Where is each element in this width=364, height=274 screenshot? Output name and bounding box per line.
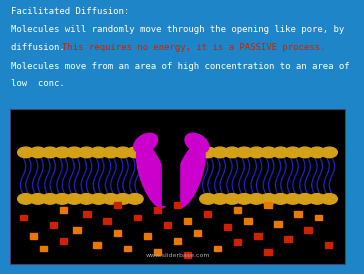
Ellipse shape [236,194,252,204]
Ellipse shape [321,147,337,158]
Bar [194,230,201,236]
Ellipse shape [224,147,240,158]
Ellipse shape [30,147,46,158]
Bar [154,249,161,255]
Ellipse shape [236,147,252,158]
Ellipse shape [248,194,265,204]
Bar [94,242,101,248]
Bar [60,238,67,244]
Bar [174,238,181,244]
Bar [164,222,171,228]
Text: This requires no energy, it is a PASSIVE process.: This requires no energy, it is a PASSIVE… [62,43,325,52]
Ellipse shape [103,147,119,158]
Ellipse shape [115,194,131,204]
Bar [314,215,322,221]
Text: Facilitated Diffusion:: Facilitated Diffusion: [11,7,129,16]
Ellipse shape [185,133,209,153]
Ellipse shape [54,194,70,204]
Ellipse shape [42,194,58,204]
Ellipse shape [66,147,82,158]
Bar [30,233,37,239]
Bar [40,246,47,252]
Bar [114,230,121,236]
Bar [174,202,181,208]
Ellipse shape [103,194,119,204]
Text: Molecules will randomly move through the opening like pore, by: Molecules will randomly move through the… [11,25,344,34]
Ellipse shape [212,194,228,204]
Bar [254,233,262,239]
Ellipse shape [285,147,301,158]
Bar [154,207,161,213]
Bar [184,218,191,224]
Ellipse shape [212,147,228,158]
Bar [162,146,179,205]
Ellipse shape [134,133,158,153]
Ellipse shape [285,194,301,204]
Bar [73,227,81,233]
Bar [304,227,312,233]
Bar [294,212,302,217]
Ellipse shape [42,147,58,158]
Text: www.sliderbase.com: www.sliderbase.com [145,253,210,258]
Ellipse shape [66,194,82,204]
Ellipse shape [200,194,216,204]
Ellipse shape [17,147,34,158]
Ellipse shape [309,194,325,204]
Bar [325,242,332,248]
Ellipse shape [127,147,143,158]
Ellipse shape [224,194,240,204]
Ellipse shape [30,194,46,204]
Ellipse shape [261,147,277,158]
Bar [144,233,151,239]
Ellipse shape [200,147,216,158]
Ellipse shape [54,147,70,158]
Bar [10,109,345,264]
Bar [20,215,27,221]
Ellipse shape [91,194,107,204]
Bar [83,212,91,217]
Bar [123,246,131,252]
Bar [204,212,211,217]
Bar [103,218,111,224]
Text: low  conc.: low conc. [11,79,65,89]
Ellipse shape [309,147,325,158]
Bar [264,202,272,208]
Bar [234,239,241,245]
Ellipse shape [115,147,131,158]
Ellipse shape [297,147,313,158]
Ellipse shape [261,194,277,204]
Ellipse shape [78,147,95,158]
Bar [264,249,272,255]
Ellipse shape [127,194,143,204]
Text: Molecules move from an area of high concentration to an area of: Molecules move from an area of high conc… [11,62,349,71]
Bar [224,224,232,230]
Ellipse shape [248,147,265,158]
Text: diffusion.: diffusion. [11,43,70,52]
Bar [114,202,121,208]
Bar [244,218,252,224]
Bar [234,207,241,213]
Bar [134,215,141,221]
Ellipse shape [273,194,289,204]
Bar [50,222,57,228]
Ellipse shape [136,143,168,208]
Ellipse shape [173,143,205,208]
Ellipse shape [297,194,313,204]
Bar [284,236,292,242]
Ellipse shape [17,194,34,204]
Ellipse shape [91,147,107,158]
Ellipse shape [78,194,95,204]
Bar [274,221,282,227]
Ellipse shape [273,147,289,158]
Bar [214,246,221,252]
Bar [184,252,191,258]
Bar [60,207,67,213]
Ellipse shape [321,194,337,204]
